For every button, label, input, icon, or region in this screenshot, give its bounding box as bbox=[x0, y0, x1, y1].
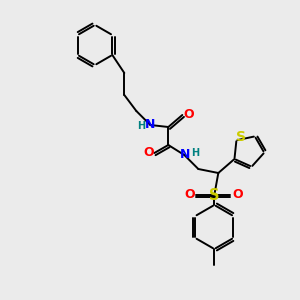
Text: N: N bbox=[180, 148, 190, 161]
Text: H: H bbox=[191, 148, 200, 158]
Text: O: O bbox=[184, 188, 195, 202]
Text: S: S bbox=[236, 130, 246, 144]
Text: N: N bbox=[145, 118, 155, 131]
Text: O: O bbox=[143, 146, 154, 160]
Text: S: S bbox=[209, 188, 220, 202]
Text: O: O bbox=[232, 188, 243, 202]
Text: O: O bbox=[183, 109, 194, 122]
Text: H: H bbox=[137, 121, 146, 131]
